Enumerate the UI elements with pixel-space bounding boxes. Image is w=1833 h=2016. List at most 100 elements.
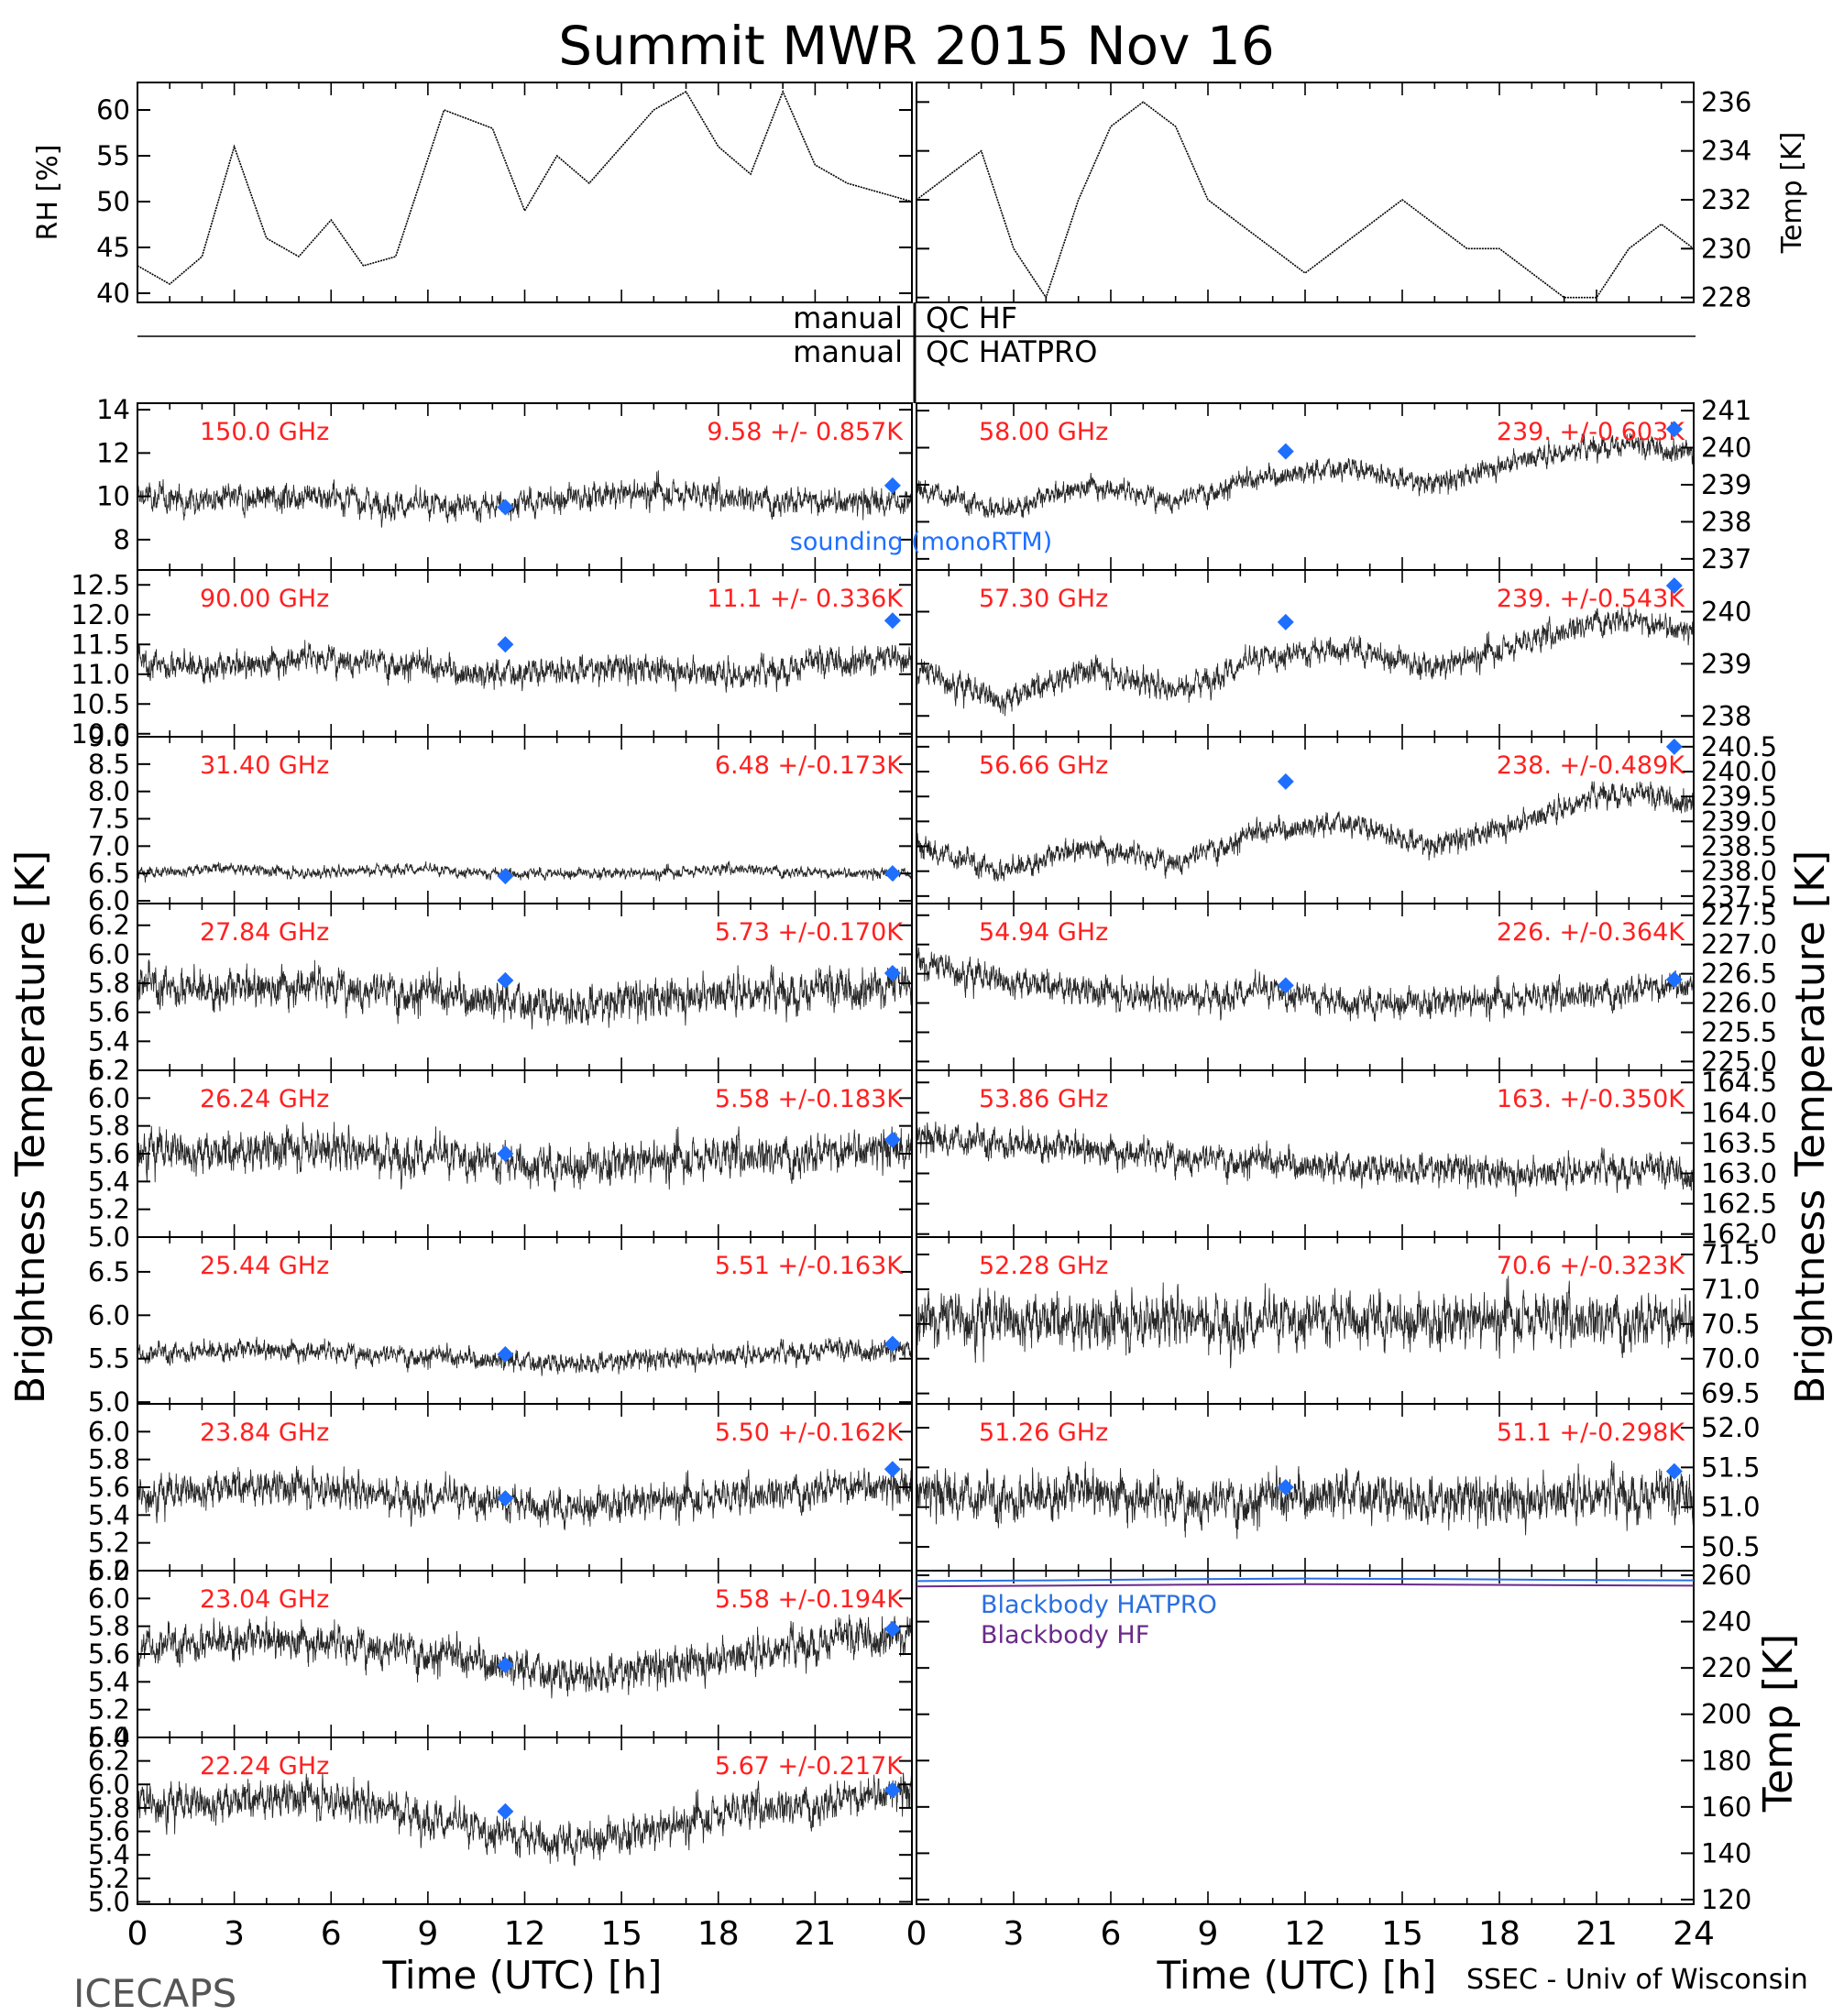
x-tick-label: 3 — [1004, 1915, 1025, 1953]
y-tick-label: 5.4 — [88, 1666, 130, 1697]
y-tick-label: 6.0 — [88, 938, 130, 970]
data-trace-ch2544 — [137, 1336, 913, 1376]
y-tick-label: 227.5 — [1701, 900, 1777, 931]
right-axis-label: Brightness Temperature [K] — [1787, 850, 1833, 1404]
data-trace-ch5666 — [916, 781, 1695, 882]
y-tick-label: 69.5 — [1701, 1378, 1761, 1409]
data-trace-ch2624 — [137, 1122, 913, 1192]
sounding-marker — [884, 477, 901, 494]
x-tick-label: 15 — [1381, 1915, 1423, 1953]
sounding-marker — [1277, 1479, 1294, 1496]
y-tick-label: 238 — [1701, 700, 1751, 731]
x-tick-label: 18 — [1478, 1915, 1520, 1953]
y-tick-label: 5.8 — [88, 1611, 130, 1642]
y-tick-label: 45 — [96, 232, 130, 263]
stats-label: 5.58 +/-0.183K — [715, 1085, 904, 1113]
y-tick-label: 220 — [1701, 1652, 1751, 1683]
y-tick-label: 162.0 — [1701, 1219, 1777, 1250]
sounding-marker — [497, 971, 514, 989]
data-trace-ch5386 — [916, 1121, 1695, 1198]
x-tick-label: 18 — [697, 1915, 740, 1953]
y-tick-label: 6.0 — [88, 885, 130, 916]
y-tick-label: 6.5 — [88, 1256, 130, 1287]
sounding-marker — [497, 499, 514, 516]
sounding-marker — [497, 868, 514, 885]
y-tick-label: 5.6 — [88, 1816, 130, 1847]
sounding-marker — [497, 636, 514, 653]
y-tick-label: 5.8 — [88, 1792, 130, 1824]
y-tick-label: 12.0 — [71, 599, 130, 630]
panel-blackbody: 120 140 160 180 200 220 240 260 0 3 6 9 12 15 18 21 24 Te… — [906, 1560, 1802, 1953]
y-tick-label: 237 — [1701, 543, 1751, 575]
y-tick-label: 9.0 — [88, 721, 130, 752]
qc-manual-hatpro: manual — [793, 334, 903, 369]
frequency-label: 57.30 GHz — [979, 585, 1108, 613]
y-tick-label: 8.0 — [88, 776, 130, 807]
frequency-label: 52.28 GHz — [979, 1252, 1108, 1280]
qc-hf-label: QC HF — [926, 301, 1017, 335]
frequency-label: 26.24 GHz — [200, 1085, 329, 1113]
y-tick-label: 10.5 — [71, 688, 130, 719]
y-tick-label: 51.0 — [1701, 1492, 1761, 1523]
x-tick-label: 21 — [794, 1915, 836, 1953]
frequency-label: 58.00 GHz — [979, 418, 1108, 446]
x-tick-label: 15 — [600, 1915, 642, 1953]
y-tick-label: 70.0 — [1701, 1343, 1761, 1375]
sounding-marker — [884, 1620, 901, 1638]
data-trace-ch5126 — [916, 1460, 1695, 1539]
x-tick-label: 9 — [417, 1915, 438, 1953]
data-trace-ch2304 — [137, 1614, 913, 1699]
frequency-label: 23.04 GHz — [200, 1585, 329, 1614]
rh-trace — [137, 89, 913, 285]
y-tick-label: 240 — [1701, 1606, 1751, 1638]
y-tick-label: 5.2 — [88, 1528, 130, 1559]
panel-ch90: 10.010.511.011.512.012.5 90.00 GHz 11.1 +/… — [71, 569, 913, 750]
y-tick-label: 6.0 — [88, 1299, 130, 1331]
y-tick-label: 5.6 — [88, 1638, 130, 1670]
y-tick-label: 11.0 — [71, 659, 130, 690]
y-tick-label: 238 — [1701, 506, 1751, 537]
data-trace-ch90 — [137, 640, 913, 693]
legend-blackbody-hatpro: Blackbody HATPRO — [981, 1591, 1217, 1619]
y-tick-label: 120 — [1701, 1884, 1751, 1915]
y-tick-label: 160 — [1701, 1791, 1751, 1823]
y-tick-label: 51.5 — [1701, 1452, 1761, 1483]
frequency-label: 31.40 GHz — [200, 751, 329, 780]
y-tick-label: 7.0 — [88, 830, 130, 861]
data-trace-ch2784 — [137, 959, 913, 1030]
y-tick-label: 6.2 — [88, 1555, 130, 1586]
sounding-marker — [1277, 977, 1294, 994]
y-tick-label: 50 — [96, 186, 130, 217]
y-tick-label: 5.8 — [88, 1111, 130, 1142]
y-tick-label: 234 — [1701, 136, 1751, 167]
footer-left: ICECAPS — [73, 1971, 236, 2016]
panel-ch2624: 5.05.25.45.65.86.06.226.24 GHz 5.58 +/-0.… — [88, 1055, 913, 1253]
y-tick-label: 5.6 — [88, 1472, 130, 1503]
data-trace-ch5800 — [916, 433, 1695, 520]
frequency-label: 54.94 GHz — [979, 918, 1108, 947]
y-tick-label: 239 — [1701, 648, 1751, 679]
sounding-marker — [497, 1490, 514, 1507]
sounding-marker — [1277, 613, 1294, 630]
frequency-label: 150.0 GHz — [200, 418, 329, 446]
blackbody-series-1 — [916, 1583, 1695, 1588]
qc-manual-hf: manual — [793, 301, 903, 335]
x-tick-label: 12 — [504, 1915, 546, 1953]
y-tick-label: 227.0 — [1701, 929, 1777, 960]
y-tick-label: 5.2 — [88, 1055, 130, 1086]
frequency-label: 23.84 GHz — [200, 1419, 329, 1447]
y-tick-label: 5.2 — [88, 1863, 130, 1894]
stats-label: 70.6 +/-0.323K — [1497, 1252, 1685, 1280]
panel-ch5800: 237 238 239 240 241 58.00 GHz 239. +/-0.603K — [916, 395, 1751, 575]
y-tick-label: 232 — [1701, 184, 1751, 215]
y-tick-label: 11.5 — [71, 629, 130, 660]
panel-ch2304: 5.05.25.45.65.86.06.223.04 GHz 5.58 +/-0.… — [88, 1555, 913, 1753]
y-tick-label: 230 — [1701, 233, 1751, 264]
y-tick-label: 40 — [96, 278, 130, 309]
y-tick-label: 6.0 — [88, 1082, 130, 1113]
sounding-marker — [1665, 1463, 1683, 1480]
y-tick-label: 5.2 — [88, 1194, 130, 1225]
